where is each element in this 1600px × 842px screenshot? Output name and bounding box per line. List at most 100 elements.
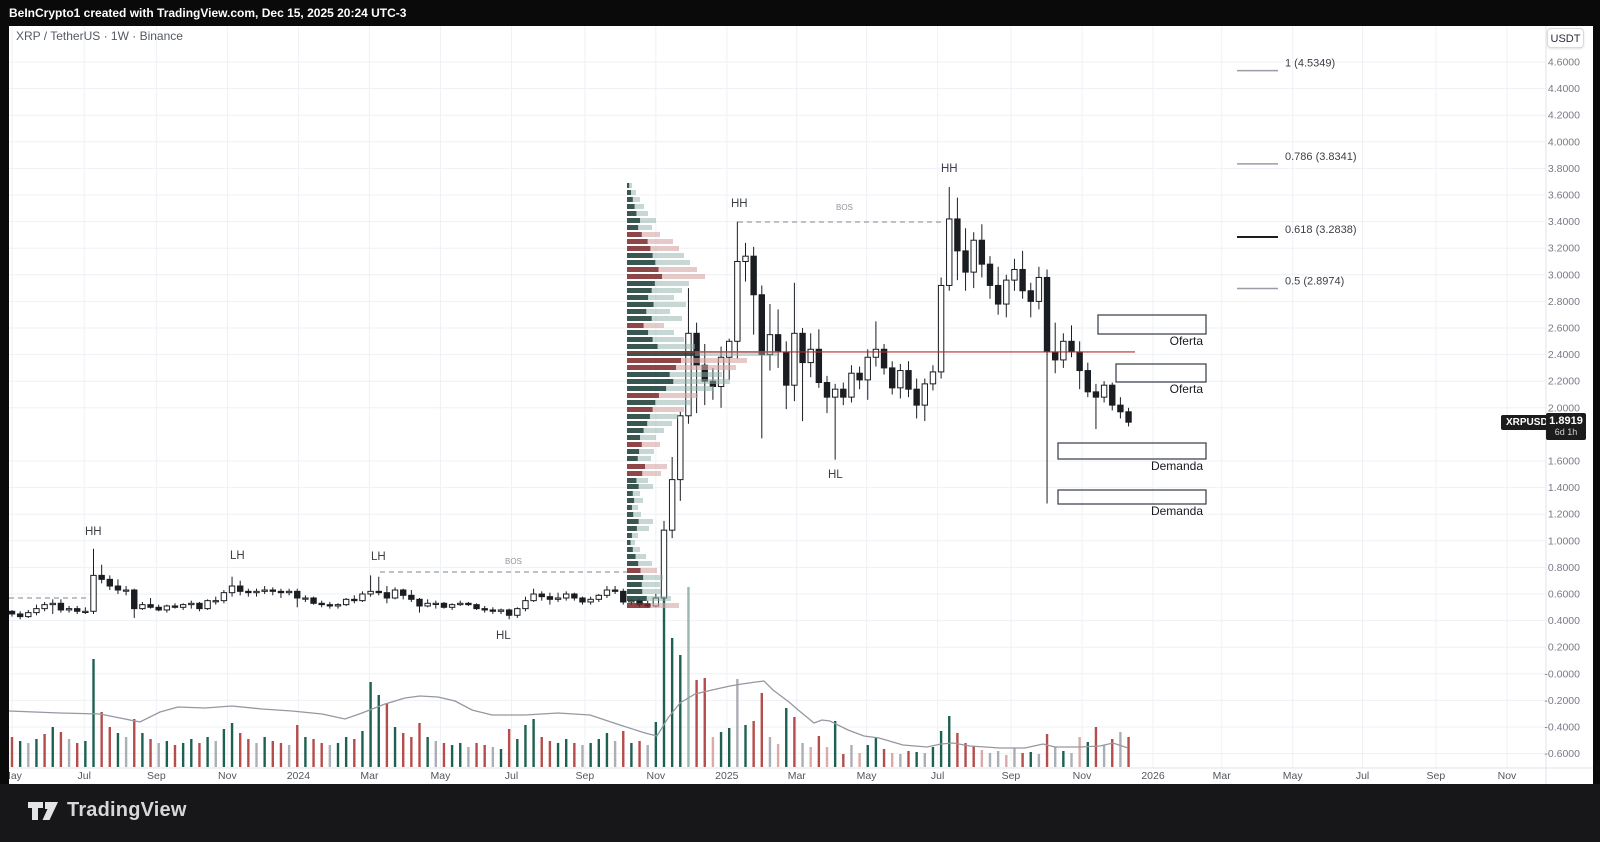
candle-down[interactable] (114, 585, 122, 591)
supply-zone[interactable] (1115, 363, 1207, 383)
candle-up[interactable] (457, 602, 464, 606)
candle-up[interactable] (33, 608, 40, 614)
candle-up[interactable] (937, 284, 945, 373)
candle-down[interactable] (473, 604, 480, 610)
candle-down[interactable] (1084, 370, 1091, 393)
candle-up[interactable] (90, 574, 97, 612)
candle-up[interactable] (791, 332, 798, 386)
candle-up[interactable] (228, 585, 236, 594)
candle-up[interactable] (367, 590, 374, 595)
candle-up[interactable] (179, 604, 187, 608)
candle-down[interactable] (269, 589, 277, 592)
candle-up[interactable] (970, 239, 977, 273)
candle-down[interactable] (1076, 351, 1083, 372)
candle-up[interactable] (1035, 276, 1043, 302)
candle-up[interactable] (742, 255, 749, 262)
candle-up[interactable] (530, 593, 537, 602)
candle-down[interactable] (408, 594, 415, 600)
candle-down[interactable] (823, 382, 831, 398)
candle-up[interactable] (554, 597, 562, 600)
candle-up[interactable] (717, 356, 725, 388)
candle-down[interactable] (505, 609, 513, 616)
candle-up[interactable] (448, 604, 456, 608)
candle-up[interactable] (921, 383, 928, 406)
candle-down[interactable] (962, 250, 969, 273)
candle-up[interactable] (163, 605, 171, 611)
candle-up[interactable] (432, 602, 440, 606)
candle-up[interactable] (1100, 384, 1108, 398)
candle-up[interactable] (734, 261, 741, 342)
candle-down[interactable] (840, 388, 847, 398)
candle-down[interactable] (978, 239, 986, 265)
candle-down[interactable] (1052, 351, 1059, 361)
candle-down[interactable] (620, 590, 627, 603)
candle-up[interactable] (807, 348, 814, 364)
candle-down[interactable] (994, 284, 1002, 305)
candle-up[interactable] (212, 600, 219, 603)
chart-region[interactable]: 1 (4.5349) 0.786 (3.8341) 0.618 (3.2838) 0.… (0, 26, 1600, 784)
candle-down[interactable] (889, 367, 896, 389)
candle-down[interactable] (74, 608, 81, 612)
candle-down[interactable] (440, 602, 448, 608)
candle-up[interactable] (514, 608, 521, 616)
price-chart-canvas[interactable]: 1 (4.5349) 0.786 (3.8341) 0.618 (3.2838) 0.… (0, 26, 1600, 784)
candle-down[interactable] (758, 294, 765, 356)
candle-up[interactable] (603, 589, 611, 596)
candle-up[interactable] (677, 415, 684, 481)
candle-down[interactable] (400, 589, 407, 596)
candle-up[interactable] (1011, 268, 1018, 281)
candle-up[interactable] (41, 604, 48, 610)
candle-up[interactable] (563, 593, 570, 599)
candle-down[interactable] (1027, 290, 1034, 302)
candle-up[interactable] (49, 602, 56, 606)
candle-down[interactable] (489, 609, 497, 612)
candle-down[interactable] (16, 613, 24, 618)
candle-down[interactable] (351, 598, 358, 602)
candle-up[interactable] (864, 356, 871, 381)
candle-down[interactable] (147, 604, 154, 608)
candle-up[interactable] (122, 589, 130, 592)
candle-up[interactable] (726, 340, 733, 358)
candle-up[interactable] (522, 600, 529, 610)
drawings-layer[interactable]: 1 (4.5349) 0.786 (3.8341) 0.618 (3.2838) 0.… (9, 58, 1357, 642)
candle-up[interactable] (302, 597, 309, 600)
candle-down[interactable] (106, 578, 113, 587)
candle-up[interactable] (359, 593, 366, 602)
candle-down[interactable] (856, 372, 863, 381)
candle-up[interactable] (82, 610, 89, 613)
candle-down[interactable] (611, 589, 619, 592)
candle-up[interactable] (204, 600, 211, 610)
candle-down[interactable] (1019, 268, 1026, 292)
candle-down[interactable] (783, 351, 790, 386)
candle-up[interactable] (424, 602, 431, 607)
candle-down[interactable] (481, 608, 488, 611)
candle-up[interactable] (342, 598, 350, 606)
candle-up[interactable] (848, 372, 855, 398)
candle-up[interactable] (25, 612, 32, 618)
candle-up[interactable] (497, 609, 505, 612)
candle-up[interactable] (929, 371, 937, 385)
candles-layer[interactable] (8, 187, 1132, 620)
candle-up[interactable] (595, 594, 602, 600)
candle-down[interactable] (799, 332, 806, 364)
candle-down[interactable] (1092, 391, 1100, 398)
candle-up[interactable] (1060, 340, 1067, 361)
candle-down[interactable] (880, 348, 888, 369)
candle-down[interactable] (954, 218, 961, 252)
candle-down[interactable] (546, 596, 554, 600)
candle-down[interactable] (326, 604, 334, 607)
candle-up[interactable] (1003, 279, 1010, 305)
candle-down[interactable] (1125, 411, 1132, 423)
candle-down[interactable] (1043, 276, 1051, 353)
candle-down[interactable] (1117, 404, 1124, 413)
candle-down[interactable] (310, 597, 317, 604)
candle-down[interactable] (913, 388, 920, 406)
candle-up[interactable] (587, 598, 594, 603)
candle-down[interactable] (538, 593, 545, 598)
candle-down[interactable] (294, 590, 301, 599)
candle-down[interactable] (986, 263, 994, 286)
candle-down[interactable] (245, 590, 252, 594)
candle-up[interactable] (253, 590, 260, 594)
candle-up[interactable] (872, 348, 880, 358)
tradingview-logo[interactable]: TradingView (28, 799, 187, 822)
